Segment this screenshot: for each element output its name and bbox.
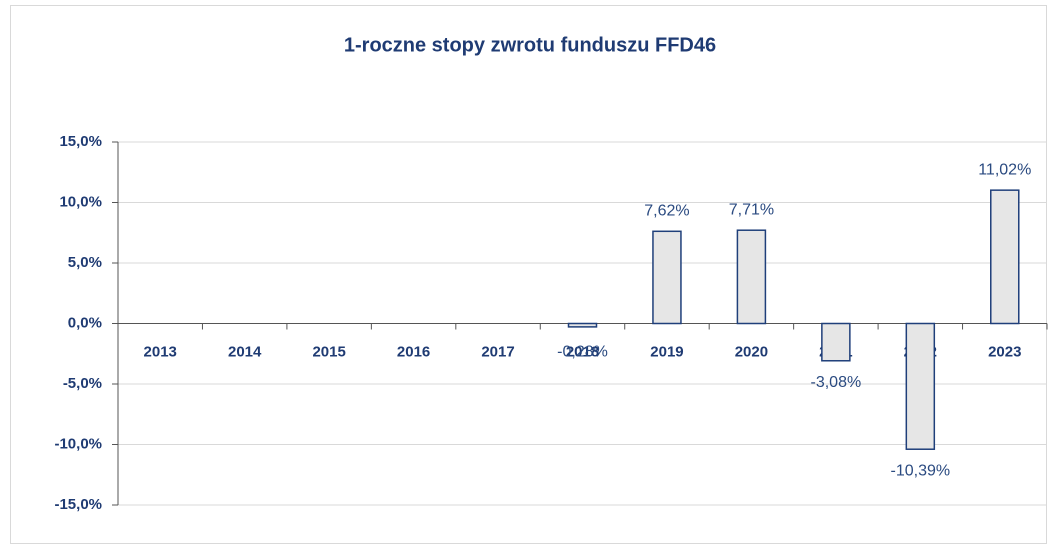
y-tick-label: 5,0% — [68, 254, 102, 271]
bar — [652, 230, 682, 325]
data-label: 7,71% — [729, 201, 774, 218]
data-label: -0,28% — [557, 344, 608, 361]
x-tick-label: 2014 — [228, 343, 262, 360]
x-tick-label: 2020 — [735, 343, 768, 360]
x-tick-label: 2018 — [566, 343, 599, 360]
bar — [567, 322, 598, 328]
data-label: -10,39% — [891, 462, 951, 479]
y-tick-label: 10,0% — [59, 193, 102, 210]
chart-title: 1-roczne stopy zwrotu funduszu FFD46 — [344, 34, 716, 56]
x-tick-label: 2016 — [397, 343, 430, 360]
data-label: 7,62% — [644, 203, 689, 220]
bar — [821, 322, 851, 362]
bar — [990, 189, 1020, 325]
chart-border — [10, 5, 1047, 544]
bar — [736, 229, 767, 325]
y-tick-label: -5,0% — [63, 375, 102, 392]
x-tick-label: 2023 — [988, 343, 1021, 360]
y-tick-label: 15,0% — [59, 133, 102, 150]
x-tick-label: 2019 — [650, 343, 683, 360]
x-tick-label: 2015 — [312, 343, 345, 360]
bar — [905, 322, 936, 450]
y-tick-label: 0,0% — [68, 314, 102, 331]
data-label: -3,08% — [811, 374, 862, 391]
x-tick-label: 2013 — [144, 343, 177, 360]
x-tick-label: 2017 — [481, 343, 514, 360]
y-tick-label: -15,0% — [54, 496, 102, 513]
y-tick-label: -10,0% — [54, 435, 102, 452]
data-label: 11,02% — [978, 161, 1031, 178]
